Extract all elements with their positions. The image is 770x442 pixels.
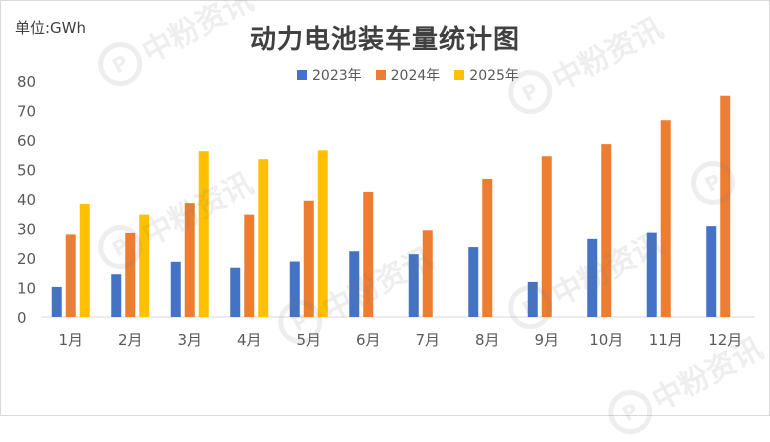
x-tick-label: 5月 xyxy=(296,331,321,349)
legend-item-2023: 2023年 xyxy=(297,65,362,85)
y-tick-label: 70 xyxy=(17,103,36,121)
bar-2023-3 xyxy=(170,261,181,317)
bar-2023-5 xyxy=(289,261,300,317)
bar-2024-4 xyxy=(244,214,255,317)
x-tick-label: 11月 xyxy=(649,331,683,349)
chart-plot: 0 10 20 30 40 50 60 70 80 1月 2月 3月 4月 5月 6月 7月 8月 9月 10月 11… xyxy=(17,73,755,349)
bar-2023-1 xyxy=(51,286,62,317)
x-tick-label: 1月 xyxy=(58,331,83,349)
legend-item-2025: 2025年 xyxy=(454,65,519,85)
legend-swatch-2025 xyxy=(454,70,465,80)
y-tick-label: 20 xyxy=(17,250,36,268)
bar-2025-2 xyxy=(139,214,150,317)
x-tick-label: 9月 xyxy=(534,331,559,349)
bar-2024-11 xyxy=(660,120,671,317)
legend-item-2024: 2024年 xyxy=(375,65,441,85)
bar-2023-2 xyxy=(111,274,122,317)
x-tick-label: 12月 xyxy=(708,331,742,349)
bar-2023-4 xyxy=(230,267,241,317)
legend-label-2024: 2024年 xyxy=(390,68,441,84)
legend-swatch-2023 xyxy=(297,70,307,80)
bar-2024-5 xyxy=(303,200,314,317)
unit-label: 单位:GWh xyxy=(15,19,87,37)
bar-2025-5 xyxy=(317,150,328,317)
y-tick-label: 0 xyxy=(17,309,27,327)
bar-2025-1 xyxy=(79,204,90,317)
bar-2024-7 xyxy=(422,230,433,317)
bar-2024-12 xyxy=(720,95,731,317)
y-tick-label: 80 xyxy=(17,73,36,91)
bar-2024-3 xyxy=(184,203,195,317)
y-tick-label: 60 xyxy=(17,132,36,150)
bar-2023-6 xyxy=(349,251,360,317)
bar-2023-9 xyxy=(527,281,538,317)
x-tick-label: 3月 xyxy=(177,331,202,349)
bar-2025-4 xyxy=(258,159,269,317)
bar-2024-8 xyxy=(482,178,493,317)
legend: 2023年 2024年 2025年 xyxy=(297,65,519,85)
y-tick-label: 50 xyxy=(17,162,36,180)
legend-label-2023: 2023年 xyxy=(312,68,362,84)
bar-2025-3 xyxy=(198,151,209,317)
x-tick-label: 2月 xyxy=(118,331,143,349)
legend-swatch-2024 xyxy=(375,70,386,80)
bar-2024-9 xyxy=(541,156,552,317)
y-tick-label: 40 xyxy=(17,191,36,209)
x-tick-label: 6月 xyxy=(356,331,381,349)
bar-2024-1 xyxy=(65,234,76,317)
y-tick-label: 30 xyxy=(17,221,36,239)
bar-2024-2 xyxy=(125,232,136,317)
x-tick-label: 10月 xyxy=(589,331,623,349)
bar-2024-6 xyxy=(363,191,374,317)
bar-2023-7 xyxy=(408,254,419,317)
bar-2023-10 xyxy=(587,238,598,317)
bar-2023-8 xyxy=(468,247,479,317)
x-tick-label: 8月 xyxy=(475,331,500,349)
chart-title: 动力电池装车量统计图 xyxy=(249,25,520,55)
bar-2023-12 xyxy=(706,226,717,317)
x-tick-label: 4月 xyxy=(237,331,262,349)
bar-2024-10 xyxy=(601,144,612,317)
legend-label-2025: 2025年 xyxy=(469,68,519,84)
y-tick-label: 10 xyxy=(17,280,36,298)
x-tick-label: 7月 xyxy=(415,331,440,349)
bar-2023-11 xyxy=(646,232,657,317)
